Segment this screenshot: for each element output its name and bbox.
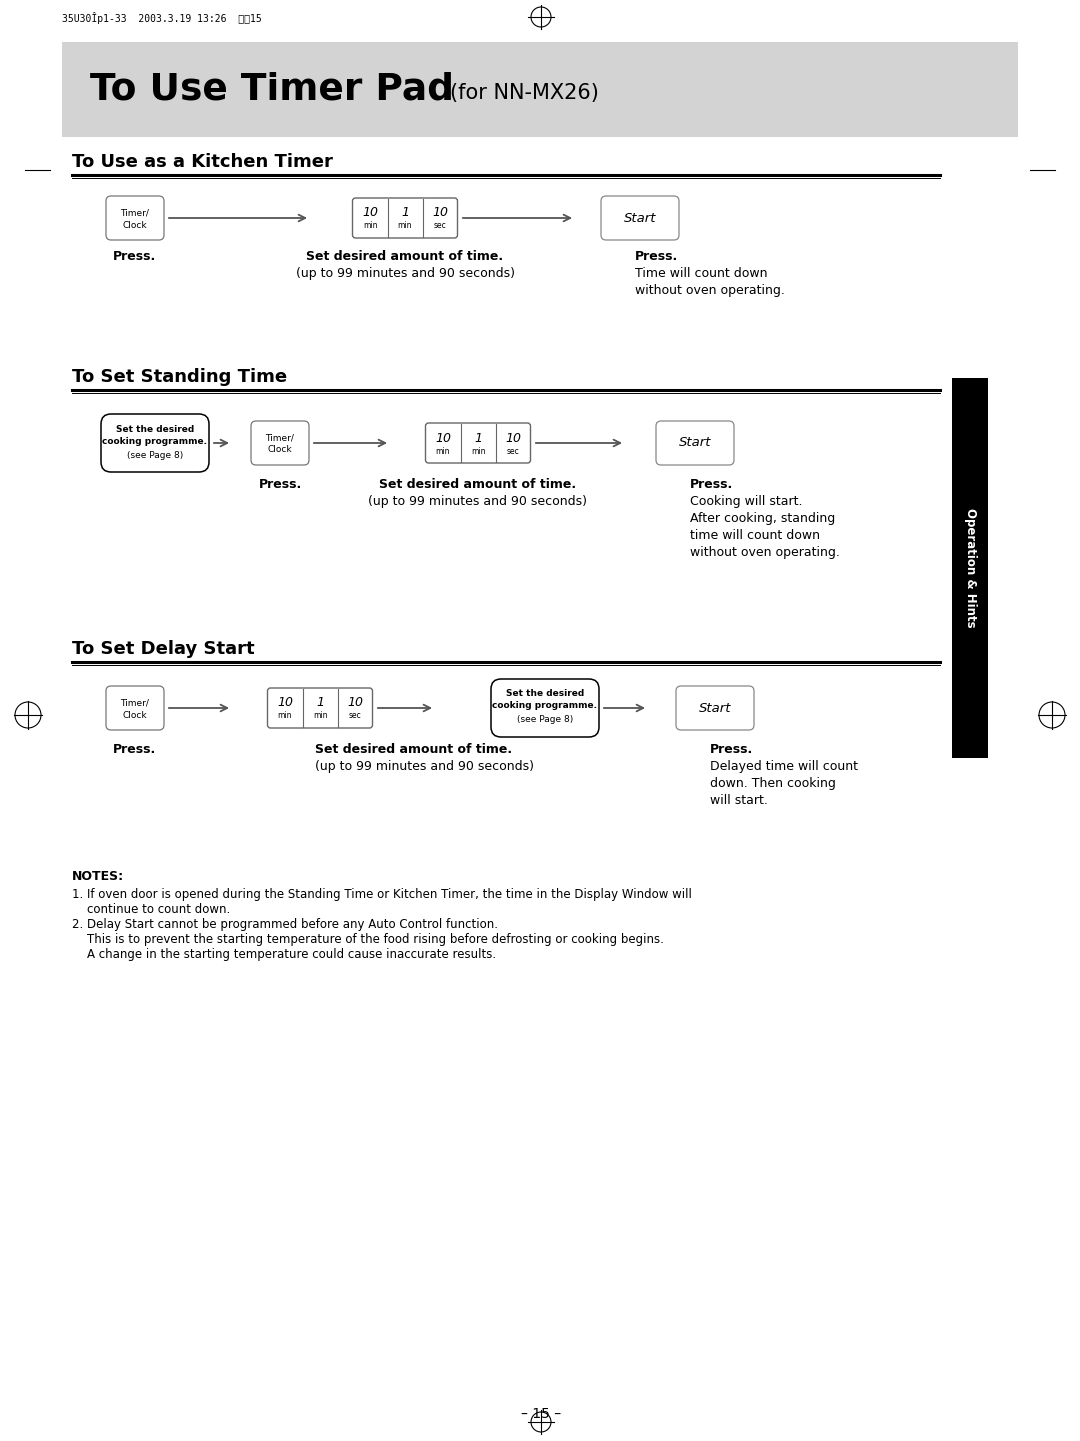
Text: Clock: Clock — [268, 445, 293, 454]
Text: continue to count down.: continue to count down. — [72, 904, 230, 916]
Text: To Set Delay Start: To Set Delay Start — [72, 640, 255, 659]
Text: Delayed time will count: Delayed time will count — [710, 759, 858, 772]
Text: Set the desired: Set the desired — [505, 689, 584, 699]
FancyBboxPatch shape — [251, 421, 309, 465]
FancyBboxPatch shape — [106, 686, 164, 731]
Text: 10: 10 — [276, 696, 293, 709]
Text: 35U30Îp1-33  2003.3.19 13:26  页面15: 35U30Îp1-33 2003.3.19 13:26 页面15 — [62, 12, 261, 24]
Text: without oven operating.: without oven operating. — [690, 546, 840, 559]
FancyBboxPatch shape — [656, 421, 734, 465]
Text: 1: 1 — [316, 696, 324, 709]
Text: Press.: Press. — [113, 249, 157, 264]
Text: 1. If oven door is opened during the Standing Time or Kitchen Timer, the time in: 1. If oven door is opened during the Sta… — [72, 888, 692, 901]
Text: (up to 99 minutes and 90 seconds): (up to 99 minutes and 90 seconds) — [315, 759, 534, 772]
FancyBboxPatch shape — [600, 196, 679, 241]
Text: Press.: Press. — [710, 744, 753, 757]
Text: Cooking will start.: Cooking will start. — [690, 496, 802, 509]
Text: time will count down: time will count down — [690, 529, 820, 542]
Text: min: min — [397, 222, 413, 231]
Bar — [62, 42, 1018, 137]
Text: 10: 10 — [435, 431, 451, 444]
Text: will start.: will start. — [710, 794, 768, 807]
Text: Operation & Hints: Operation & Hints — [963, 509, 976, 628]
FancyBboxPatch shape — [676, 686, 754, 731]
Text: Press.: Press. — [258, 478, 301, 491]
Text: This is to prevent the starting temperature of the food rising before defrosting: This is to prevent the starting temperat… — [72, 932, 664, 945]
FancyBboxPatch shape — [491, 679, 599, 736]
Text: (up to 99 minutes and 90 seconds): (up to 99 minutes and 90 seconds) — [296, 267, 514, 280]
Text: cooking programme.: cooking programme. — [103, 437, 207, 445]
Text: To Use as a Kitchen Timer: To Use as a Kitchen Timer — [72, 153, 333, 171]
Text: min: min — [363, 222, 377, 231]
Text: sec: sec — [349, 712, 362, 720]
Text: Press.: Press. — [635, 249, 678, 264]
Text: Time will count down: Time will count down — [635, 267, 768, 280]
Text: cooking programme.: cooking programme. — [492, 702, 597, 710]
Text: (up to 99 minutes and 90 seconds): (up to 99 minutes and 90 seconds) — [368, 496, 588, 509]
Text: sec: sec — [507, 447, 519, 455]
Text: After cooking, standing: After cooking, standing — [690, 512, 835, 525]
Text: (see Page 8): (see Page 8) — [126, 451, 184, 460]
Text: Start: Start — [699, 702, 731, 715]
Text: min: min — [471, 447, 485, 455]
Text: To Set Standing Time: To Set Standing Time — [72, 367, 287, 386]
Text: Timer/: Timer/ — [121, 699, 149, 708]
Text: Clock: Clock — [123, 710, 147, 719]
Text: Clock: Clock — [123, 220, 147, 229]
FancyBboxPatch shape — [268, 687, 373, 728]
Text: A change in the starting temperature could cause inaccurate results.: A change in the starting temperature cou… — [72, 948, 496, 961]
Text: sec: sec — [434, 222, 446, 231]
Text: – 15 –: – 15 – — [521, 1406, 562, 1421]
FancyBboxPatch shape — [426, 424, 530, 463]
Text: NOTES:: NOTES: — [72, 870, 124, 883]
FancyBboxPatch shape — [352, 197, 458, 238]
Text: Set desired amount of time.: Set desired amount of time. — [307, 249, 503, 264]
Text: (see Page 8): (see Page 8) — [517, 716, 573, 725]
Text: 1: 1 — [401, 206, 409, 219]
Text: without oven operating.: without oven operating. — [635, 284, 785, 297]
Text: min: min — [313, 712, 327, 720]
Text: Timer/: Timer/ — [266, 434, 295, 442]
Text: 10: 10 — [362, 206, 378, 219]
FancyBboxPatch shape — [102, 414, 210, 473]
Text: 1: 1 — [474, 431, 482, 444]
Text: Press.: Press. — [690, 478, 733, 491]
FancyBboxPatch shape — [106, 196, 164, 241]
Text: Set desired amount of time.: Set desired amount of time. — [379, 478, 577, 491]
Text: Start: Start — [678, 437, 712, 450]
Text: Timer/: Timer/ — [121, 209, 149, 218]
Text: 10: 10 — [347, 696, 363, 709]
Text: Set the desired: Set the desired — [116, 425, 194, 434]
Text: To Use Timer Pad: To Use Timer Pad — [90, 72, 454, 108]
Text: down. Then cooking: down. Then cooking — [710, 777, 836, 790]
Text: (for NN-MX26): (for NN-MX26) — [450, 84, 599, 102]
Text: Press.: Press. — [113, 744, 157, 757]
Text: 10: 10 — [505, 431, 521, 444]
Text: 10: 10 — [432, 206, 448, 219]
Text: Set desired amount of time.: Set desired amount of time. — [315, 744, 512, 757]
Text: min: min — [435, 447, 450, 455]
Text: min: min — [278, 712, 293, 720]
Bar — [951, 378, 988, 758]
Text: Start: Start — [624, 212, 657, 225]
Text: 2. Delay Start cannot be programmed before any Auto Control function.: 2. Delay Start cannot be programmed befo… — [72, 918, 498, 931]
